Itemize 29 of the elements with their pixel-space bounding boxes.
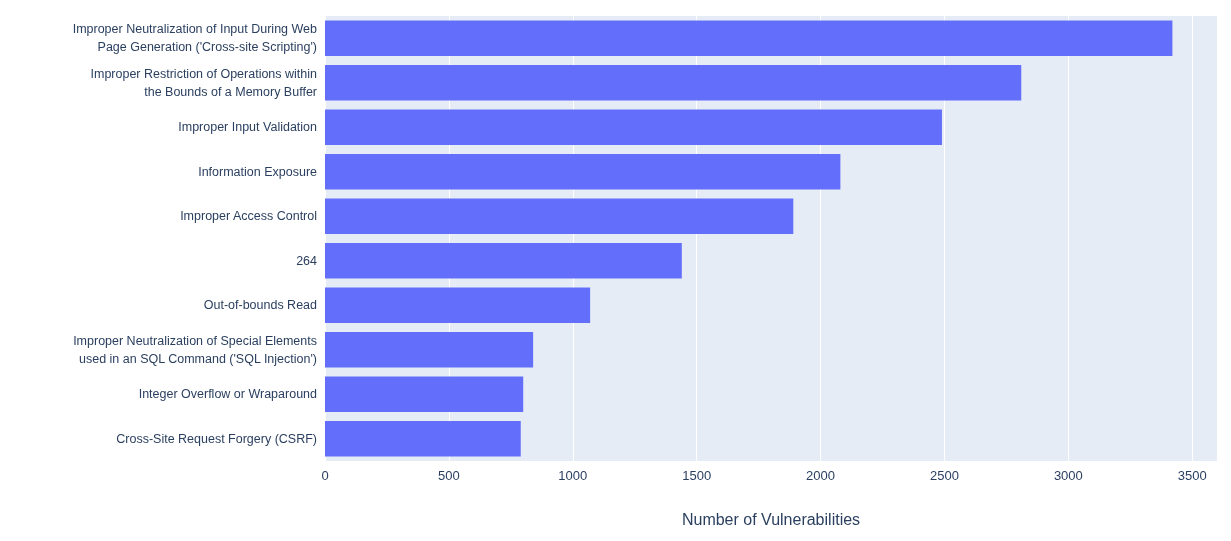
x-tick-label: 2500	[929, 468, 959, 483]
bar	[325, 198, 794, 235]
y-tick-label: Improper Access Control	[180, 209, 317, 224]
y-tick-label: Information Exposure	[198, 164, 318, 179]
y-tick-label: Integer Overflow or Wraparound	[138, 387, 318, 402]
bar	[325, 153, 841, 190]
y-tick-label: 264	[296, 253, 318, 268]
x-tick-label: 500	[438, 468, 460, 483]
x-tick-label: 2000	[806, 468, 836, 483]
y-tick-label: Improper Neutralization of Input During Web Page Generation ('Cross-site Scripting')	[72, 22, 318, 55]
bar	[325, 242, 682, 279]
x-axis-title: Number of Vulnerabilities	[681, 510, 861, 528]
bar	[325, 20, 1173, 57]
y-tick-label: Cross-Site Request Forgery (CSRF)	[116, 431, 317, 446]
y-tick-label: Improper Input Validation	[178, 120, 318, 135]
y-tick-label: Improper Neutralization of Special Elements used in an SQL Command ('SQL Injection')	[73, 333, 317, 366]
x-tick-label: 0	[321, 468, 329, 483]
bar	[325, 420, 521, 457]
bar	[325, 287, 591, 324]
y-tick-label: Improper Restriction of Operations within the Bounds of a Memory Buffer	[90, 66, 318, 99]
bar	[325, 331, 534, 368]
x-tick-label: 3000	[1053, 468, 1083, 483]
y-tick-label: Out-of-bounds Read	[203, 298, 318, 313]
bar	[325, 64, 1022, 101]
x-tick-label: 1500	[682, 468, 712, 483]
bar	[325, 109, 942, 146]
x-tick-label: 3500	[1177, 468, 1207, 483]
x-tick-label: 1000	[558, 468, 588, 483]
bar	[325, 376, 524, 413]
